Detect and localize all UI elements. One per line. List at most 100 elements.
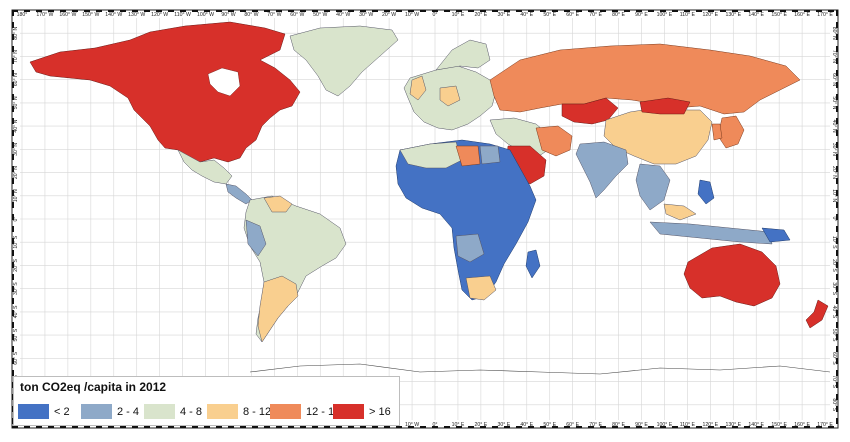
longitude-label: 150° E xyxy=(771,12,787,18)
border-tick xyxy=(768,10,774,12)
madagascar-region xyxy=(525,249,541,279)
border-tick xyxy=(12,22,14,28)
longitude-label: 90° W xyxy=(221,12,235,18)
longitude-label: 140° E xyxy=(748,12,764,18)
latitude-label: 40° N xyxy=(831,120,837,133)
longitude-label: 30° E xyxy=(497,422,510,428)
border-tick xyxy=(12,10,14,16)
border-tick xyxy=(120,426,126,428)
longitude-label: 130° W xyxy=(128,12,145,18)
legend-swatch xyxy=(270,404,301,419)
longitude-label: 160° E xyxy=(794,12,810,18)
border-tick xyxy=(504,10,510,12)
border-tick xyxy=(384,426,390,428)
border-tick xyxy=(504,426,510,428)
border-tick xyxy=(96,10,102,12)
border-tick xyxy=(12,426,18,428)
legend-item: > 16 xyxy=(333,404,396,419)
border-tick xyxy=(12,310,14,316)
border-tick xyxy=(420,426,426,428)
border-tick xyxy=(684,426,690,428)
longitude-label: 110° W xyxy=(174,12,191,18)
border-tick xyxy=(836,250,838,256)
border-tick xyxy=(516,426,522,428)
border-tick xyxy=(12,202,14,208)
border-tick xyxy=(836,154,838,160)
border-tick xyxy=(660,10,666,12)
longitude-label: 180° xyxy=(17,12,28,18)
latitude-label: 80° N xyxy=(831,27,837,40)
border-tick xyxy=(836,166,838,172)
longitude-label: 110° E xyxy=(680,422,696,428)
latitude-label: 20° S xyxy=(831,259,837,272)
indonesia-region xyxy=(649,221,773,245)
border-tick xyxy=(264,426,270,428)
border-tick xyxy=(836,94,838,100)
longitude-label: 80° E xyxy=(612,12,625,18)
border-tick xyxy=(384,10,390,12)
border-tick xyxy=(836,190,838,196)
border-tick xyxy=(564,10,570,12)
border-tick xyxy=(84,426,90,428)
libya-region xyxy=(455,145,481,167)
border-tick xyxy=(836,10,838,16)
longitude-label: 70° E xyxy=(589,12,602,18)
longitude-label: 150° E xyxy=(771,422,787,428)
latitude-label: 60° S xyxy=(13,351,19,364)
border-tick xyxy=(96,426,102,428)
border-tick xyxy=(836,58,838,64)
border-tick xyxy=(708,10,714,12)
latitude-label: 50° N xyxy=(13,96,19,109)
legend-swatch xyxy=(18,404,49,419)
border-tick xyxy=(624,426,630,428)
border-tick xyxy=(720,10,726,12)
border-tick xyxy=(444,426,450,428)
border-tick xyxy=(828,426,834,428)
border-tick xyxy=(252,426,258,428)
border-tick xyxy=(468,10,474,12)
egypt-region xyxy=(479,145,501,165)
border-tick xyxy=(360,426,366,428)
longitude-label: 70° E xyxy=(589,422,602,428)
longitude-label: 110° E xyxy=(680,12,696,18)
legend-title: ton CO2eq /capita in 2012 xyxy=(20,380,167,394)
border-tick xyxy=(48,10,54,12)
germany-region xyxy=(439,85,461,107)
border-tick xyxy=(768,426,774,428)
border-tick xyxy=(588,426,594,428)
border-tick xyxy=(744,10,750,12)
latitude-label: 40° S xyxy=(13,305,19,318)
russia-region xyxy=(489,43,801,115)
longitude-label: 150° W xyxy=(82,12,99,18)
border-tick xyxy=(720,426,726,428)
border-tick xyxy=(836,406,838,412)
border-tick xyxy=(408,426,414,428)
longitude-label: 160° E xyxy=(794,422,810,428)
border-tick xyxy=(12,250,14,256)
border-tick xyxy=(12,70,14,76)
border-tick xyxy=(12,238,14,244)
border-tick xyxy=(216,426,222,428)
latitude-label: 0° xyxy=(831,217,837,222)
north-america-region xyxy=(29,21,301,163)
border-tick xyxy=(180,426,186,428)
border-tick xyxy=(12,142,14,148)
longitude-label: 100° E xyxy=(657,12,673,18)
longitude-label: 130° E xyxy=(725,422,741,428)
border-tick xyxy=(516,10,522,12)
longitude-label: 10° E xyxy=(452,422,465,428)
border-tick xyxy=(576,10,582,12)
border-tick xyxy=(12,118,14,124)
longitude-label: 50° E xyxy=(543,422,556,428)
border-tick xyxy=(780,10,786,12)
antarctica-outline xyxy=(249,363,831,375)
legend-swatch xyxy=(333,404,364,419)
border-tick xyxy=(732,10,738,12)
border-tick xyxy=(84,10,90,12)
border-tick xyxy=(836,370,838,376)
mongolia-region xyxy=(639,97,691,115)
border-tick xyxy=(836,82,838,88)
border-tick xyxy=(804,426,810,428)
latitude-label: 30° S xyxy=(13,282,19,295)
border-tick xyxy=(336,10,342,12)
